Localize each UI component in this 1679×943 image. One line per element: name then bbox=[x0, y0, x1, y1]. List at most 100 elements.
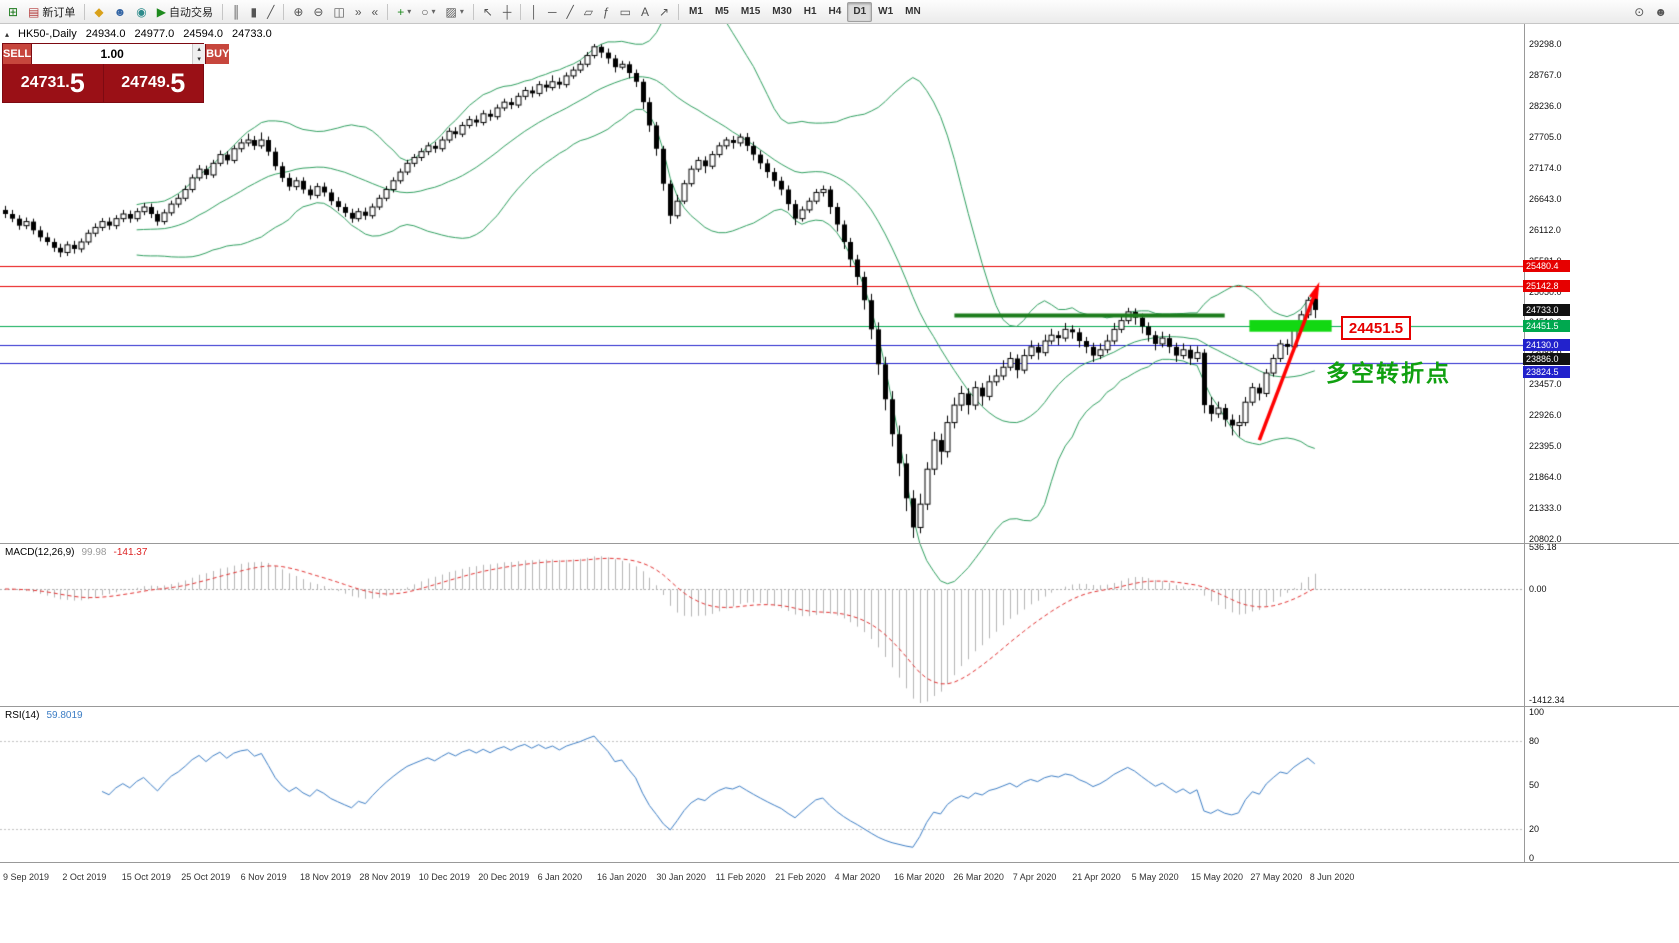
zoom-in-button[interactable]: ⊕ bbox=[288, 2, 308, 22]
timeframe-m15-button[interactable]: M15 bbox=[740, 6, 761, 17]
toolbar-separator bbox=[472, 3, 474, 20]
price-tag[interactable]: 23886.0 bbox=[1523, 353, 1570, 366]
line-chart-button[interactable]: ╱ bbox=[262, 2, 279, 22]
price-tag[interactable]: 23824.5 bbox=[1523, 366, 1570, 379]
date-axis-label: 21 Apr 2020 bbox=[1072, 872, 1121, 882]
date-axis-label: 27 May 2020 bbox=[1250, 872, 1303, 882]
date-axis-label: 30 Jan 2020 bbox=[656, 872, 706, 882]
price-tag[interactable]: 25142.8 bbox=[1523, 280, 1570, 293]
panel-separator[interactable] bbox=[0, 706, 1679, 707]
date-axis-label: 15 May 2020 bbox=[1191, 872, 1244, 882]
search-button[interactable]: ⊙ bbox=[1629, 2, 1649, 22]
new-order-button[interactable]: ▤ 新订单 bbox=[23, 2, 80, 22]
rsi-axis-label: 80 bbox=[1529, 736, 1540, 747]
vertical-line-button[interactable]: │ bbox=[525, 2, 543, 22]
indicators-button[interactable]: + ▾ bbox=[392, 2, 416, 22]
fibonacci-icon: ƒ bbox=[602, 4, 610, 19]
timeframe-w1-button[interactable]: W1 bbox=[878, 6, 894, 17]
macd-axis-label: 536.18 bbox=[1529, 542, 1557, 552]
channel-button[interactable]: ▱ bbox=[579, 2, 598, 22]
price-axis-label: 22395.0 bbox=[1529, 441, 1562, 452]
crosshair-button[interactable]: ┼ bbox=[498, 2, 517, 22]
buy-button[interactable]: BUY bbox=[206, 44, 230, 64]
sell-price[interactable]: 24731. 5 bbox=[3, 64, 103, 102]
rsi-axis-label: 20 bbox=[1529, 823, 1540, 834]
timeframe-mn-button[interactable]: MN bbox=[905, 6, 921, 17]
sell-button[interactable]: SELL bbox=[3, 44, 32, 64]
date-axis-label: 8 Jun 2020 bbox=[1309, 872, 1355, 882]
auto-scroll-button[interactable]: » bbox=[350, 2, 367, 22]
fibonacci-button[interactable]: ƒ bbox=[598, 2, 615, 22]
timeframe-h4-button[interactable]: H4 bbox=[828, 6, 842, 17]
chart-title: ▴ HK50-,Daily 24934.0 24977.0 24594.0 24… bbox=[5, 28, 272, 40]
horizontal-line-button[interactable]: ─ bbox=[543, 2, 562, 22]
caret-down-icon[interactable]: ▾ bbox=[431, 7, 436, 16]
volume-decrease-button[interactable]: ▾ bbox=[193, 54, 206, 64]
volume-increase-button[interactable]: ▴ bbox=[193, 44, 206, 54]
buy-price[interactable]: 24749. 5 bbox=[102, 64, 204, 102]
price-tag[interactable]: 24451.5 bbox=[1523, 320, 1570, 333]
accounts-button[interactable]: ☻ bbox=[1649, 2, 1672, 22]
price-tag[interactable]: 24130.0 bbox=[1523, 339, 1570, 352]
price-tag[interactable]: 24733.0 bbox=[1523, 303, 1570, 316]
caret-down-icon[interactable]: ▾ bbox=[459, 7, 464, 16]
timeframe-h1-button[interactable]: H1 bbox=[803, 6, 817, 17]
line-chart-icon: ╱ bbox=[267, 4, 275, 19]
toolbar-right: ⊙ ☻ bbox=[1629, 2, 1676, 22]
trendline-button[interactable]: ╱ bbox=[561, 2, 578, 22]
templates-button[interactable]: ▨ ▾ bbox=[441, 2, 469, 22]
mql5-market-button[interactable]: ◆ bbox=[89, 2, 108, 22]
price-axis-label: 26643.0 bbox=[1529, 193, 1562, 204]
autotrading-button[interactable]: ▶ 自动交易 bbox=[152, 2, 218, 22]
date-axis-label: 10 Dec 2019 bbox=[418, 872, 470, 882]
signals-icon: ☻ bbox=[113, 4, 127, 19]
date-axis-label: 5 May 2020 bbox=[1131, 872, 1179, 882]
date-axis[interactable]: 9 Sep 2019 2 Oct 2019 15 Oct 2019 25 Oct 20… bbox=[0, 862, 1679, 943]
chart-symbol-icon: ▴ bbox=[5, 29, 10, 39]
volume-spinner: ▴ ▾ bbox=[192, 44, 206, 64]
chart-canvas[interactable] bbox=[0, 24, 1679, 943]
sell-price-main: 24731. bbox=[20, 74, 70, 91]
timeframe-d1-button[interactable]: D1 bbox=[847, 1, 873, 22]
price-scale[interactable] bbox=[1524, 24, 1679, 862]
new-chart-button[interactable]: ⊞ bbox=[3, 2, 23, 22]
caret-down-icon[interactable]: ▾ bbox=[407, 7, 412, 16]
volume-field: ▴ ▾ bbox=[31, 44, 207, 64]
arrows-button[interactable]: ↗ bbox=[654, 2, 674, 22]
bar-chart-button[interactable]: ║ bbox=[227, 2, 246, 22]
accounts-icon: ☻ bbox=[1654, 4, 1667, 19]
periods-button[interactable]: ○ ▾ bbox=[416, 2, 440, 22]
zoom-in-icon: ⊕ bbox=[293, 4, 304, 19]
shapes-icon: ▭ bbox=[619, 4, 631, 19]
date-axis-label: 20 Dec 2019 bbox=[478, 872, 530, 882]
zoom-out-button[interactable]: ⊖ bbox=[308, 2, 328, 22]
toolbar-separator bbox=[283, 3, 285, 20]
toolbar: ⊞ ▤ 新订单 ◆ ☻ ◉ ▶ 自动交易 ║ ▮ ╱ ⊕ ⊖ ◫» «+ ▾ ○ ▾ ▨ ▾ ↖ ┼ │ ─ ╱ ▱ ƒ ▭ A ↗ M1 M… bbox=[0, 0, 1679, 24]
timeframe-m30-button[interactable]: M30 bbox=[772, 6, 792, 17]
price-annotation-box[interactable]: 24451.5 bbox=[1341, 316, 1411, 340]
price-tag[interactable]: 25480.4 bbox=[1523, 260, 1570, 273]
rsi-name: RSI(14) bbox=[5, 710, 40, 721]
candlestick-chart-button[interactable]: ▮ bbox=[246, 2, 263, 22]
new-order-icon: ▤ bbox=[28, 4, 40, 19]
community-button[interactable]: ◉ bbox=[131, 2, 151, 22]
shapes-button[interactable]: ▭ bbox=[615, 2, 636, 22]
signals-button[interactable]: ☻ bbox=[109, 2, 132, 22]
turning-point-note[interactable]: 多空转折点 bbox=[1326, 360, 1451, 386]
volume-input[interactable] bbox=[32, 44, 193, 64]
cursor-button[interactable]: ↖ bbox=[478, 2, 498, 22]
tile-windows-button[interactable]: ◫ bbox=[328, 2, 349, 22]
chart-shift-button[interactable]: « bbox=[367, 2, 384, 22]
timeframe-m5-button[interactable]: M5 bbox=[714, 6, 729, 17]
price-axis-label: 28767.0 bbox=[1529, 69, 1562, 80]
date-axis-label: 15 Oct 2019 bbox=[121, 872, 171, 882]
timeframe-m1-button[interactable]: M1 bbox=[689, 6, 703, 17]
one-click-trading-panel: SELL ▴ ▾ BUY 24731.5 24749.5 bbox=[2, 43, 230, 103]
panel-separator[interactable] bbox=[0, 543, 1679, 544]
candlestick-chart-icon: ▮ bbox=[250, 4, 258, 19]
buy-price-big-digit: 5 bbox=[170, 67, 186, 98]
symbol-name: HK50-,Daily bbox=[18, 28, 77, 40]
price-axis-label: 21333.0 bbox=[1529, 503, 1562, 514]
text-button[interactable]: A bbox=[636, 2, 654, 22]
bar-chart-icon: ║ bbox=[232, 4, 241, 19]
